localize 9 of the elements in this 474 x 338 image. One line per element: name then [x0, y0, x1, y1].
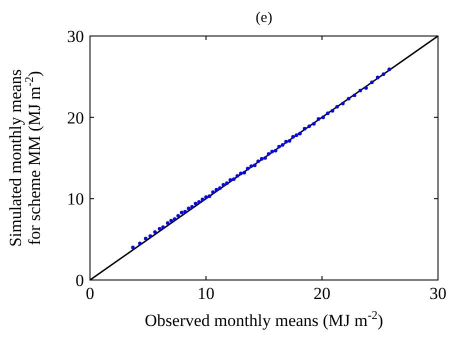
x-axis-title: Observed monthly means (MJ m$^{-2}$): [144, 308, 384, 330]
y-tick-label: 30: [67, 26, 84, 46]
y-tick-label: 10: [67, 190, 84, 209]
y-tick-label: 0: [76, 270, 84, 290]
x-tick-label: 20: [314, 284, 330, 303]
x-tick-label: 30: [430, 284, 446, 303]
chart-title: (e): [256, 10, 272, 26]
x-tick-label: 10: [198, 284, 214, 303]
y-tick-label: 20: [67, 108, 84, 128]
